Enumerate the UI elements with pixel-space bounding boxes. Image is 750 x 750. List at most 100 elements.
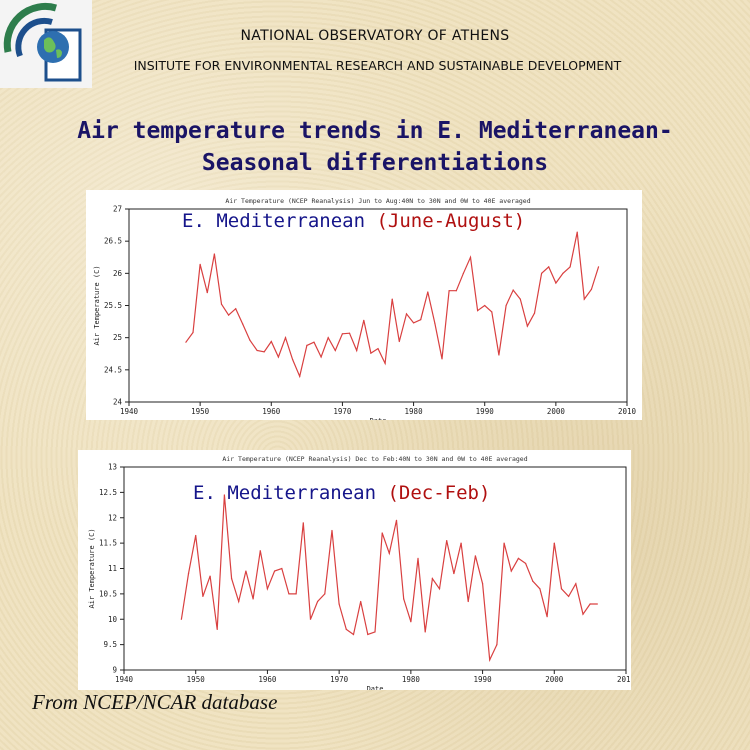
chart2-data-point <box>317 600 319 603</box>
chart1-data-point <box>320 356 322 358</box>
chart2-data-point <box>596 603 598 605</box>
chart1-data-point <box>306 344 308 346</box>
chart1-data-point <box>363 319 365 321</box>
title-line-2: Seasonal differentiations <box>201 150 549 176</box>
chart2-data-point <box>374 631 376 633</box>
chart1-ytick-label: 25.5 <box>104 301 122 310</box>
chart1-data-point <box>242 323 244 325</box>
chart1-xtick-label: 1980 <box>405 407 424 416</box>
chart2-data-point <box>195 534 197 537</box>
chart1-data-point <box>384 362 386 364</box>
chart1-title: Air Temperature (NCEP Reanalysis) Jun to… <box>225 197 530 205</box>
chart1-ytick-label: 24 <box>113 398 123 407</box>
chart2-data-point <box>230 578 233 580</box>
chart2-xlabel: Date <box>367 685 384 690</box>
source-note: From NCEP/NCAR database <box>32 690 278 714</box>
chart2-data-point <box>324 593 326 595</box>
chart1-data-point <box>356 349 358 352</box>
chart1-data-point <box>448 290 450 292</box>
chart2-ytick-label: 11 <box>108 564 117 573</box>
chart2-data-point <box>360 600 362 603</box>
chart1-data-point <box>541 272 543 274</box>
chart1-data-point <box>526 325 528 327</box>
chart2-xtick-label: 1960 <box>258 675 277 684</box>
chart2-ytick-label: 12 <box>108 513 117 522</box>
chart1-data-point <box>235 308 237 310</box>
chart1-data-point <box>491 311 493 313</box>
chart1-data-point <box>398 340 400 343</box>
chart1-data-point <box>434 322 436 325</box>
chart1-data-point <box>477 310 479 312</box>
chart2-data-point <box>288 593 290 595</box>
chart1-data-point <box>590 288 593 291</box>
chart2-data-point <box>259 550 261 552</box>
chart1-xtick-label: 1940 <box>120 407 139 416</box>
chart1-data-point <box>412 322 415 324</box>
chart2-data-point <box>431 578 433 580</box>
chart1-data-point <box>519 298 521 300</box>
chart2-data-point <box>460 542 462 544</box>
chart1-data-point <box>192 331 194 334</box>
chart2-data-point <box>295 593 297 595</box>
title-line-1: Air temperature trends in E. Mediterrane… <box>77 118 673 144</box>
chart1-data-point <box>427 291 429 293</box>
chart1-data-point <box>597 266 600 268</box>
chart1-data-point <box>199 263 201 265</box>
chart1-plot-frame <box>128 208 628 403</box>
chart2-data-point <box>252 598 254 600</box>
chart1-data-point <box>569 266 571 268</box>
page-title: Air temperature trends in E. Mediterrane… <box>0 115 750 179</box>
chart1-data-point <box>555 282 557 284</box>
chart1-data-point <box>341 333 344 335</box>
chart1-data-point <box>206 292 208 294</box>
chart2-data-point <box>403 598 405 600</box>
chart1-data-point <box>220 303 223 305</box>
chart2-data-point <box>446 539 448 542</box>
chart2-data-point <box>216 628 218 630</box>
chart1-xtick-label: 1960 <box>262 407 281 416</box>
chart2-data-point <box>209 575 211 577</box>
chart2-data-point <box>589 603 591 605</box>
chart1-ytick-label: 26.5 <box>104 237 122 246</box>
chart1-data-point <box>462 272 464 274</box>
chart1-data-point <box>533 312 536 314</box>
chart2-data-point <box>395 519 398 521</box>
chart1-ytick-label: 27 <box>113 205 122 214</box>
chart2-data-point <box>525 562 527 565</box>
chart1-xtick-label: 2010 <box>618 407 637 416</box>
chart2-ytick-label: 13 <box>108 463 117 472</box>
winter-overlay-region: E. Mediterranean <box>193 482 377 504</box>
chart1-xtick-label: 2000 <box>547 407 566 416</box>
chart2-data-point <box>281 567 283 570</box>
chart2-data-point <box>503 542 505 544</box>
chart1-data-point <box>334 349 336 352</box>
chart2-data-point <box>474 555 476 557</box>
chart1-data-point <box>370 352 372 354</box>
chart2-data-point <box>560 588 563 590</box>
chart2-data-point <box>546 616 548 618</box>
chart2-data-point <box>481 583 484 585</box>
chart1-data-point <box>299 375 301 377</box>
chart2-data-point <box>510 570 512 572</box>
chart1-data-point <box>512 289 514 291</box>
chart2-data-point <box>582 613 584 615</box>
chart2-data-point <box>489 659 491 661</box>
organization-name: NATIONAL OBSERVATORY OF ATHENS <box>240 28 510 44</box>
chart2-xtick-label: 1990 <box>474 675 493 684</box>
institute-name: INSITUTE FOR ENVIRONMENTAL RESEARCH AND … <box>133 58 622 73</box>
chart2-data-point <box>568 595 570 598</box>
chart2-title: Air Temperature (NCEP Reanalysis) Dec to… <box>222 455 527 463</box>
chart1-data-point <box>583 298 585 300</box>
winter-overlay-season: (Dec-Feb) <box>387 482 491 504</box>
observatory-logo <box>0 0 92 88</box>
chart2-data-point <box>245 570 247 572</box>
chart2-data-point <box>274 570 276 572</box>
chart2-data-point <box>180 618 182 620</box>
chart1-data-point <box>498 354 500 356</box>
winter-chart-overlay: E. Mediterranean (Dec-Feb) <box>193 482 490 504</box>
chart1-data-point <box>505 304 507 307</box>
summer-chart: Air Temperature (NCEP Reanalysis) Jun to… <box>86 190 642 420</box>
chart2-data-point <box>410 621 412 623</box>
chart2-series-line <box>180 494 598 663</box>
chart2-data-point <box>381 532 383 534</box>
